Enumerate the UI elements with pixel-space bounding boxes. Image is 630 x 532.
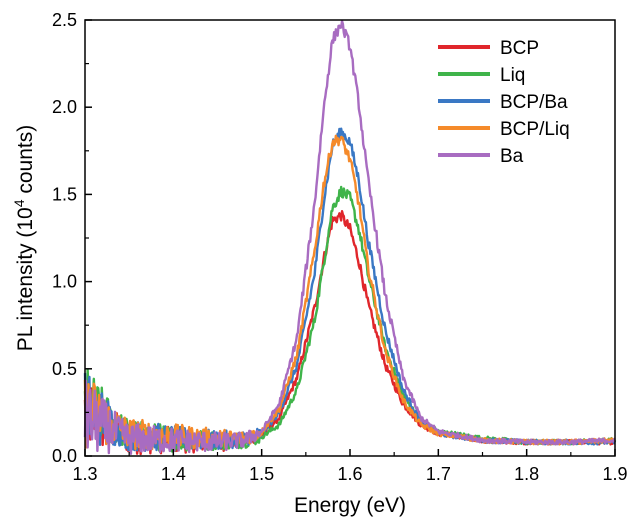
x-tick-label: 1.8 <box>514 464 539 484</box>
x-tick-label: 1.4 <box>161 464 186 484</box>
series-line-3 <box>83 134 616 451</box>
x-axis-title: Energy (eV) <box>294 494 406 517</box>
y-tick-label: 2.0 <box>52 97 77 117</box>
x-axis-ticks: 1.3 1.4 1.5 1.6 1.7 1.8 1.9 <box>72 449 628 484</box>
x-tick-label: 1.3 <box>72 464 97 484</box>
series-line-4 <box>83 19 616 455</box>
y-axis-title: PL intensity (104 counts) <box>11 125 37 351</box>
y-tick-label: 1.0 <box>52 272 77 292</box>
legend-label: BCP/Ba <box>500 92 568 113</box>
y-tick-label: 1.5 <box>52 184 77 204</box>
x-tick-label: 1.9 <box>602 464 627 484</box>
legend-label: Liq <box>500 65 525 86</box>
legend-label: BCP/Liq <box>500 119 570 140</box>
y-tick-label: 2.5 <box>52 10 77 30</box>
x-tick-label: 1.6 <box>337 464 362 484</box>
legend: BCP Liq BCP/Ba BCP/Liq Ba <box>438 38 570 167</box>
series-line-0 <box>83 210 616 456</box>
x-tick-label: 1.7 <box>426 464 451 484</box>
legend-label: Ba <box>500 146 524 167</box>
y-axis-ticks: 0.0 0.5 1.0 1.5 2.0 2.5 <box>52 10 92 466</box>
y-tick-label: 0.0 <box>52 446 77 466</box>
y-axis-title-unit: counts) <box>14 125 37 200</box>
series-layer <box>83 19 617 456</box>
series-line-2 <box>83 127 617 453</box>
plot-frame <box>84 19 616 457</box>
y-axis-title-exponent: 4 <box>11 199 27 207</box>
x-tick-label: 1.5 <box>249 464 274 484</box>
y-axis-title-main: PL intensity (10 <box>14 207 37 351</box>
legend-label: BCP <box>500 38 539 59</box>
y-tick-label: 0.5 <box>52 359 77 379</box>
